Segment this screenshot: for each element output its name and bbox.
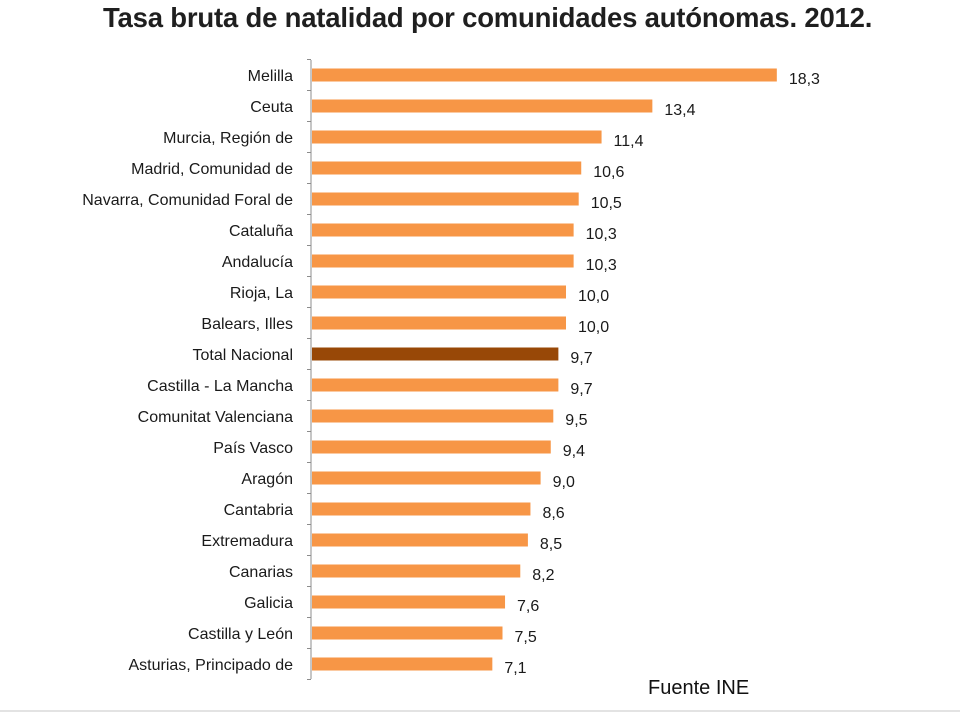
bar-ceuta	[312, 99, 653, 113]
value-label-rioja-la: 10,0	[578, 288, 609, 305]
value-label-balears-illes: 10,0	[578, 319, 609, 336]
value-label-madrid-comunidad-de: 10,6	[593, 164, 624, 181]
value-label-ceuta: 13,4	[664, 102, 695, 119]
bar-rioja-la	[312, 285, 566, 299]
category-label-cataluna: Cataluña	[229, 223, 293, 240]
bar-murcia-region-de	[312, 130, 602, 144]
value-label-cantabria: 8,6	[542, 505, 564, 522]
bar-balears-illes	[312, 316, 566, 330]
bar-pais-vasco	[312, 440, 551, 454]
category-label-canarias: Canarias	[229, 564, 293, 581]
value-label-murcia-region-de: 11,4	[614, 133, 644, 150]
category-label-castilla-y-leon: Castilla y León	[188, 626, 293, 643]
category-label-melilla: Melilla	[248, 68, 293, 85]
category-label-extremadura: Extremadura	[201, 533, 293, 550]
category-label-madrid-comunidad-de: Madrid, Comunidad de	[131, 161, 293, 178]
category-label-galicia: Galicia	[244, 595, 293, 612]
category-label-castilla-la-mancha: Castilla - La Mancha	[147, 378, 293, 395]
category-label-ceuta: Ceuta	[250, 99, 293, 116]
bar-melilla	[312, 68, 777, 82]
source-note: Fuente INE	[648, 677, 750, 699]
bar-canarias	[312, 564, 521, 578]
category-label-aragon: Aragón	[241, 471, 293, 488]
value-label-melilla: 18,3	[789, 71, 820, 88]
bar-aragon	[312, 471, 541, 485]
bar-total-nacional	[312, 347, 559, 361]
bar-extremadura	[312, 533, 528, 547]
category-label-andalucia: Andalucía	[222, 254, 293, 271]
value-label-total-nacional: 9,7	[570, 350, 592, 367]
bar-asturias-principado-de	[312, 657, 493, 671]
category-label-murcia-region-de: Murcia, Región de	[163, 130, 293, 147]
category-label-cantabria: Cantabria	[224, 502, 293, 519]
value-label-andalucia: 10,3	[586, 257, 617, 274]
value-label-galicia: 7,6	[517, 598, 539, 615]
category-label-total-nacional: Total Nacional	[193, 347, 294, 364]
value-label-cataluna: 10,3	[586, 226, 617, 243]
category-label-comunitat-valenciana: Comunitat Valenciana	[138, 409, 293, 426]
value-label-comunitat-valenciana: 9,5	[565, 412, 587, 429]
value-label-asturias-principado-de: 7,1	[504, 660, 526, 677]
value-label-extremadura: 8,5	[540, 536, 562, 553]
bottom-divider	[0, 710, 960, 712]
bar-navarra-comunidad-foral-de	[312, 192, 579, 206]
value-label-navarra-comunidad-foral-de: 10,5	[591, 195, 622, 212]
category-label-balears-illes: Balears, Illes	[201, 316, 293, 333]
bar-madrid-comunidad-de	[312, 161, 582, 175]
value-label-canarias: 8,2	[532, 567, 554, 584]
bar-cataluna	[312, 223, 574, 237]
bar-castilla-y-leon	[312, 626, 503, 640]
bar-castilla-la-mancha	[312, 378, 559, 392]
category-label-asturias-principado-de: Asturias, Principado de	[128, 657, 293, 674]
value-label-aragon: 9,0	[553, 474, 575, 491]
category-label-navarra-comunidad-foral-de: Navarra, Comunidad Foral de	[82, 192, 293, 209]
value-label-castilla-y-leon: 7,5	[515, 629, 537, 646]
category-label-pais-vasco: País Vasco	[213, 440, 293, 457]
value-label-pais-vasco: 9,4	[563, 443, 585, 460]
bar-cantabria	[312, 502, 531, 516]
bar-andalucia	[312, 254, 574, 268]
bar-comunitat-valenciana	[312, 409, 554, 423]
value-label-castilla-la-mancha: 9,7	[570, 381, 592, 398]
bar-galicia	[312, 595, 506, 609]
category-label-rioja-la: Rioja, La	[230, 285, 293, 302]
chart-title: Tasa bruta de natalidad por comunidades …	[103, 2, 873, 33]
